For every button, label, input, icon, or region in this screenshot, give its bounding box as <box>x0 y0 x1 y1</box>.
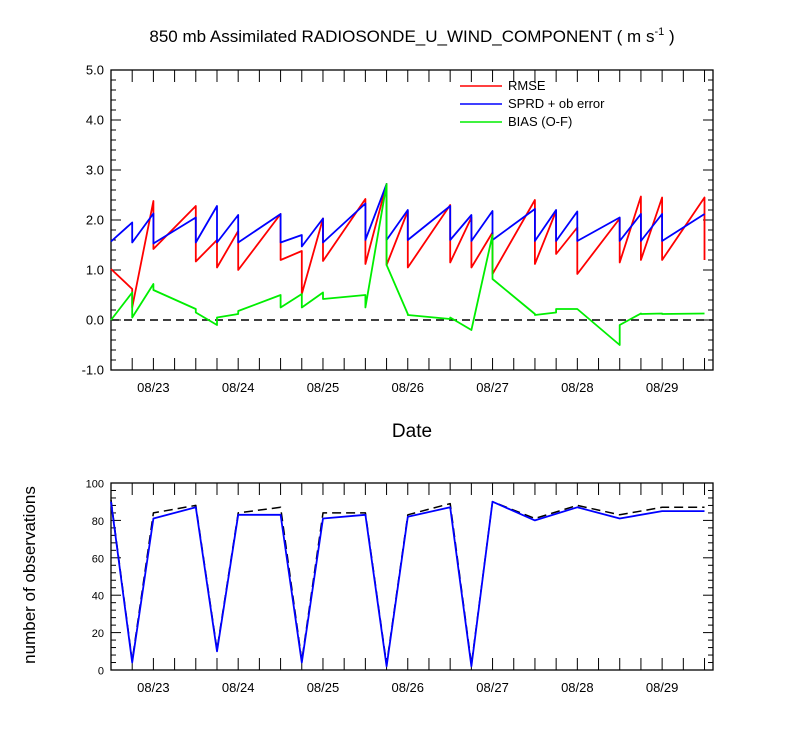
x-tick-label: 08/27 <box>476 380 509 395</box>
chart-title: 850 mb Assimilated RADIOSONDE_U_WIND_COM… <box>149 26 674 46</box>
x-tick-label: 08/26 <box>391 680 424 695</box>
y-tick-label: 100 <box>86 479 104 491</box>
y-tick-label: 20 <box>92 628 104 640</box>
x-tick-label: 08/29 <box>646 380 679 395</box>
y-tick-label: 3.0 <box>86 163 104 178</box>
series-line-possible <box>110 499 705 666</box>
y-axis-label-observations: number of observations <box>20 486 39 664</box>
plot-frame <box>110 482 714 671</box>
x-tick-label: 08/28 <box>561 680 594 695</box>
series-line-rmse <box>110 183 706 309</box>
x-tick-label: 08/23 <box>137 380 170 395</box>
y-tick-label: 5.0 <box>86 63 104 78</box>
y-tick-label: 80 <box>92 516 104 528</box>
x-tick-label: 08/24 <box>222 380 255 395</box>
x-tick-label: 08/28 <box>561 380 594 395</box>
x-tick-label: 08/23 <box>137 680 170 695</box>
y-tick-label: 40 <box>92 591 104 603</box>
top-plot: -1.0 0.0 1.0 2.0 3.0 4.0 5.0 08/23 08/24 08/25 08/… <box>82 63 714 395</box>
x-tick-label: 08/25 <box>307 380 340 395</box>
y-tick-label: 60 <box>92 553 104 565</box>
y-tick-label: 1.0 <box>86 263 104 278</box>
y-tick-label: 0.0 <box>86 313 104 328</box>
legend-label-rmse: RMSE <box>508 78 546 93</box>
y-tick-label: -1.0 <box>82 363 104 378</box>
x-tick-label: 08/25 <box>307 680 340 695</box>
legend: RMSE SPRD + ob error BIAS (O-F) <box>460 78 605 129</box>
series-line-bias-o-f- <box>110 183 705 346</box>
legend-label-bias: BIAS (O-F) <box>508 114 572 129</box>
x-tick-label: 08/26 <box>391 380 424 395</box>
x-tick-label: 08/24 <box>222 680 255 695</box>
legend-label-sprd: SPRD + ob error <box>508 96 605 111</box>
y-tick-label: 0 <box>98 666 104 678</box>
series-line-assimilated <box>110 500 705 668</box>
y-tick-label: 4.0 <box>86 113 104 128</box>
plot-frame <box>110 69 714 371</box>
bottom-plot: 0 20 40 60 80 100 08/23 08/24 08/25 08/26 08/27 08/… <box>86 479 714 695</box>
x-tick-label: 08/27 <box>476 680 509 695</box>
series-line-sprd-ob-error <box>110 183 705 248</box>
y-tick-label: 2.0 <box>86 213 104 228</box>
x-tick-label: 08/29 <box>646 680 679 695</box>
x-axis-label: Date <box>392 421 432 442</box>
